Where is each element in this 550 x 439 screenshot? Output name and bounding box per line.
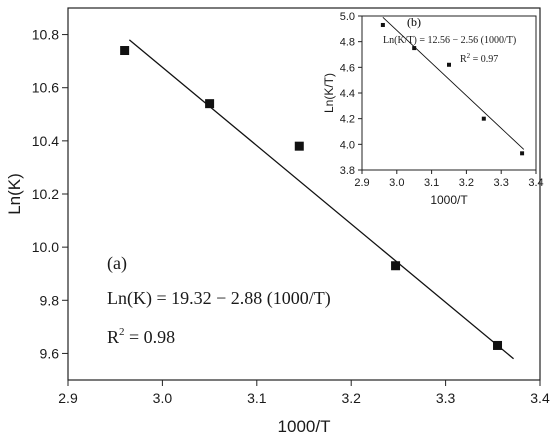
inset-r2-base: R [460, 54, 467, 65]
main-x-tick-label: 3.2 [341, 390, 361, 406]
inset-x-tick-label: 3.4 [528, 177, 543, 189]
inset-r2-sup: 2 [467, 52, 471, 60]
inset-x-axis-label: 1000/T [430, 193, 468, 207]
main-r2-rest: = 0.98 [125, 327, 176, 347]
main-r-squared: R2 = 0.98 [107, 326, 175, 347]
main-r2-base: R [107, 327, 119, 347]
inset-y-tick-label: 4.0 [340, 139, 355, 151]
inset-fit-line [382, 16, 525, 150]
inset-y-tick-label: 5.0 [340, 11, 355, 23]
main-y-tick-label: 10.2 [32, 186, 59, 202]
main-r2-sup: 2 [119, 326, 125, 338]
inset-x-ticks: 2.9 3.0 3.1 3.2 3.3 3.4 [354, 170, 544, 189]
inset-y-tick-label: 3.8 [340, 165, 355, 177]
main-x-tick-label: 3.4 [530, 390, 550, 406]
inset-y-axis-label: Ln(K/T) [322, 73, 336, 113]
main-data-point [391, 261, 401, 271]
main-data-point [205, 99, 215, 109]
inset-y-tick-label: 4.6 [340, 62, 355, 74]
main-y-tick-label: 9.8 [40, 292, 60, 308]
inset-data-point [481, 116, 486, 121]
inset-background [322, 10, 538, 184]
inset-data-points [380, 22, 525, 156]
main-x-tick-label: 3.1 [247, 390, 267, 406]
inset-data-point [412, 46, 417, 51]
inset-y-tick-label: 4.8 [340, 37, 355, 49]
main-x-tick-label: 3.3 [436, 390, 456, 406]
main-x-tick-label: 2.9 [58, 390, 78, 406]
inset-x-tick-label: 3.1 [424, 177, 439, 189]
main-y-tick-label: 10.6 [32, 80, 59, 96]
inset-y-tick-label: 4.2 [340, 114, 355, 126]
main-y-axis-label: Ln(K) [5, 173, 24, 215]
inset-y-tick-label: 4.4 [340, 88, 355, 100]
main-data-point [294, 141, 304, 151]
inset-x-tick-label: 3.3 [494, 177, 509, 189]
main-x-axis-label: 1000/T [278, 417, 331, 436]
main-fit-line [128, 39, 514, 360]
main-data-points [120, 46, 503, 350]
inset-x-tick-label: 3.2 [459, 177, 474, 189]
main-data-point [493, 340, 503, 350]
inset-data-point [380, 22, 385, 27]
inset-x-tick-label: 3.0 [389, 177, 404, 189]
inset-data-point [447, 62, 451, 67]
main-y-ticks: 9.6 9.8 10.0 10.2 10.4 10.6 10.8 [32, 27, 68, 361]
main-data-point [120, 46, 130, 56]
main-y-tick-label: 10.8 [32, 27, 59, 43]
inset-data-point [520, 151, 525, 156]
inset-x-tick-label: 2.9 [354, 177, 369, 189]
main-x-ticks: 2.9 3.0 3.1 3.2 3.3 3.4 [58, 380, 550, 406]
main-y-tick-label: 10.4 [32, 133, 59, 149]
main-panel-label: (a) [107, 253, 127, 274]
main-y-tick-label: 9.6 [40, 345, 60, 361]
main-x-tick-label: 3.0 [153, 390, 173, 406]
inset-y-ticks: 3.8 4.0 4.2 4.4 4.6 4.8 5.0 [340, 11, 362, 177]
inset-equation: Ln(K/T) = 12.56 − 2.56 (1000/T) [383, 35, 516, 46]
inset-r-squared: R2 = 0.97 [460, 52, 498, 65]
main-equation: Ln(K) = 19.32 − 2.88 (1000/T) [107, 288, 331, 309]
inset-r2-rest: = 0.97 [470, 54, 498, 65]
main-y-tick-label: 10.0 [32, 239, 59, 255]
inset-panel-label: (b) [407, 15, 421, 29]
